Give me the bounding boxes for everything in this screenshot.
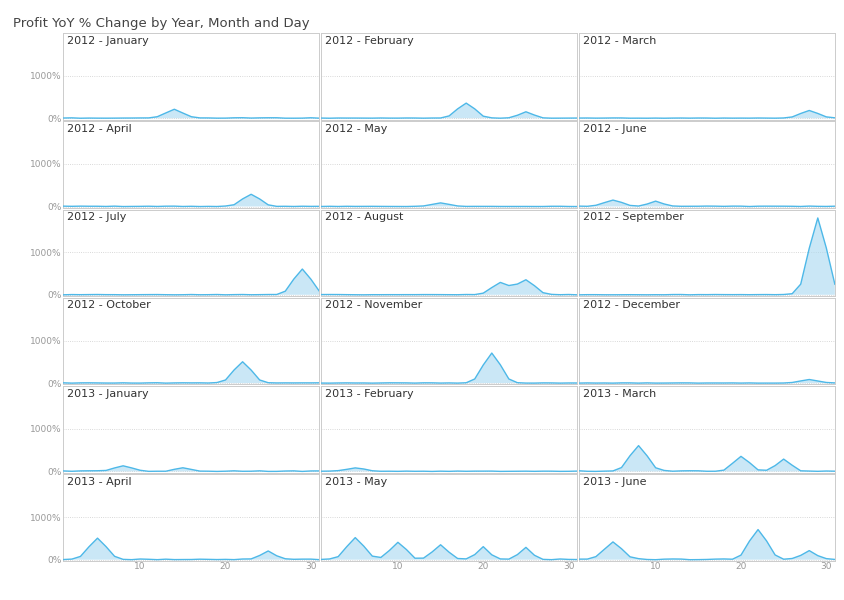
Text: 2013 - June: 2013 - June: [582, 477, 646, 487]
Text: 2013 - May: 2013 - May: [325, 477, 387, 487]
Text: 2012 - April: 2012 - April: [68, 124, 132, 134]
Text: 2012 - October: 2012 - October: [68, 301, 151, 310]
Text: 2012 - January: 2012 - January: [68, 35, 149, 46]
Text: Profit YoY % Change by Year, Month and Day: Profit YoY % Change by Year, Month and D…: [13, 17, 309, 30]
Text: 2012 - May: 2012 - May: [325, 124, 387, 134]
Text: 2013 - January: 2013 - January: [68, 389, 149, 399]
Text: 2012 - February: 2012 - February: [325, 35, 414, 46]
Text: 2012 - March: 2012 - March: [582, 35, 655, 46]
Text: 2012 - July: 2012 - July: [68, 212, 127, 222]
Text: 2012 - December: 2012 - December: [582, 301, 679, 310]
Text: 2012 - August: 2012 - August: [325, 212, 403, 222]
Text: 2013 - March: 2013 - March: [582, 389, 655, 399]
Text: 2012 - September: 2012 - September: [582, 212, 683, 222]
Text: 2012 - November: 2012 - November: [325, 301, 422, 310]
Text: 2012 - June: 2012 - June: [582, 124, 646, 134]
Text: 2013 - February: 2013 - February: [325, 389, 413, 399]
Text: 2013 - April: 2013 - April: [68, 477, 132, 487]
